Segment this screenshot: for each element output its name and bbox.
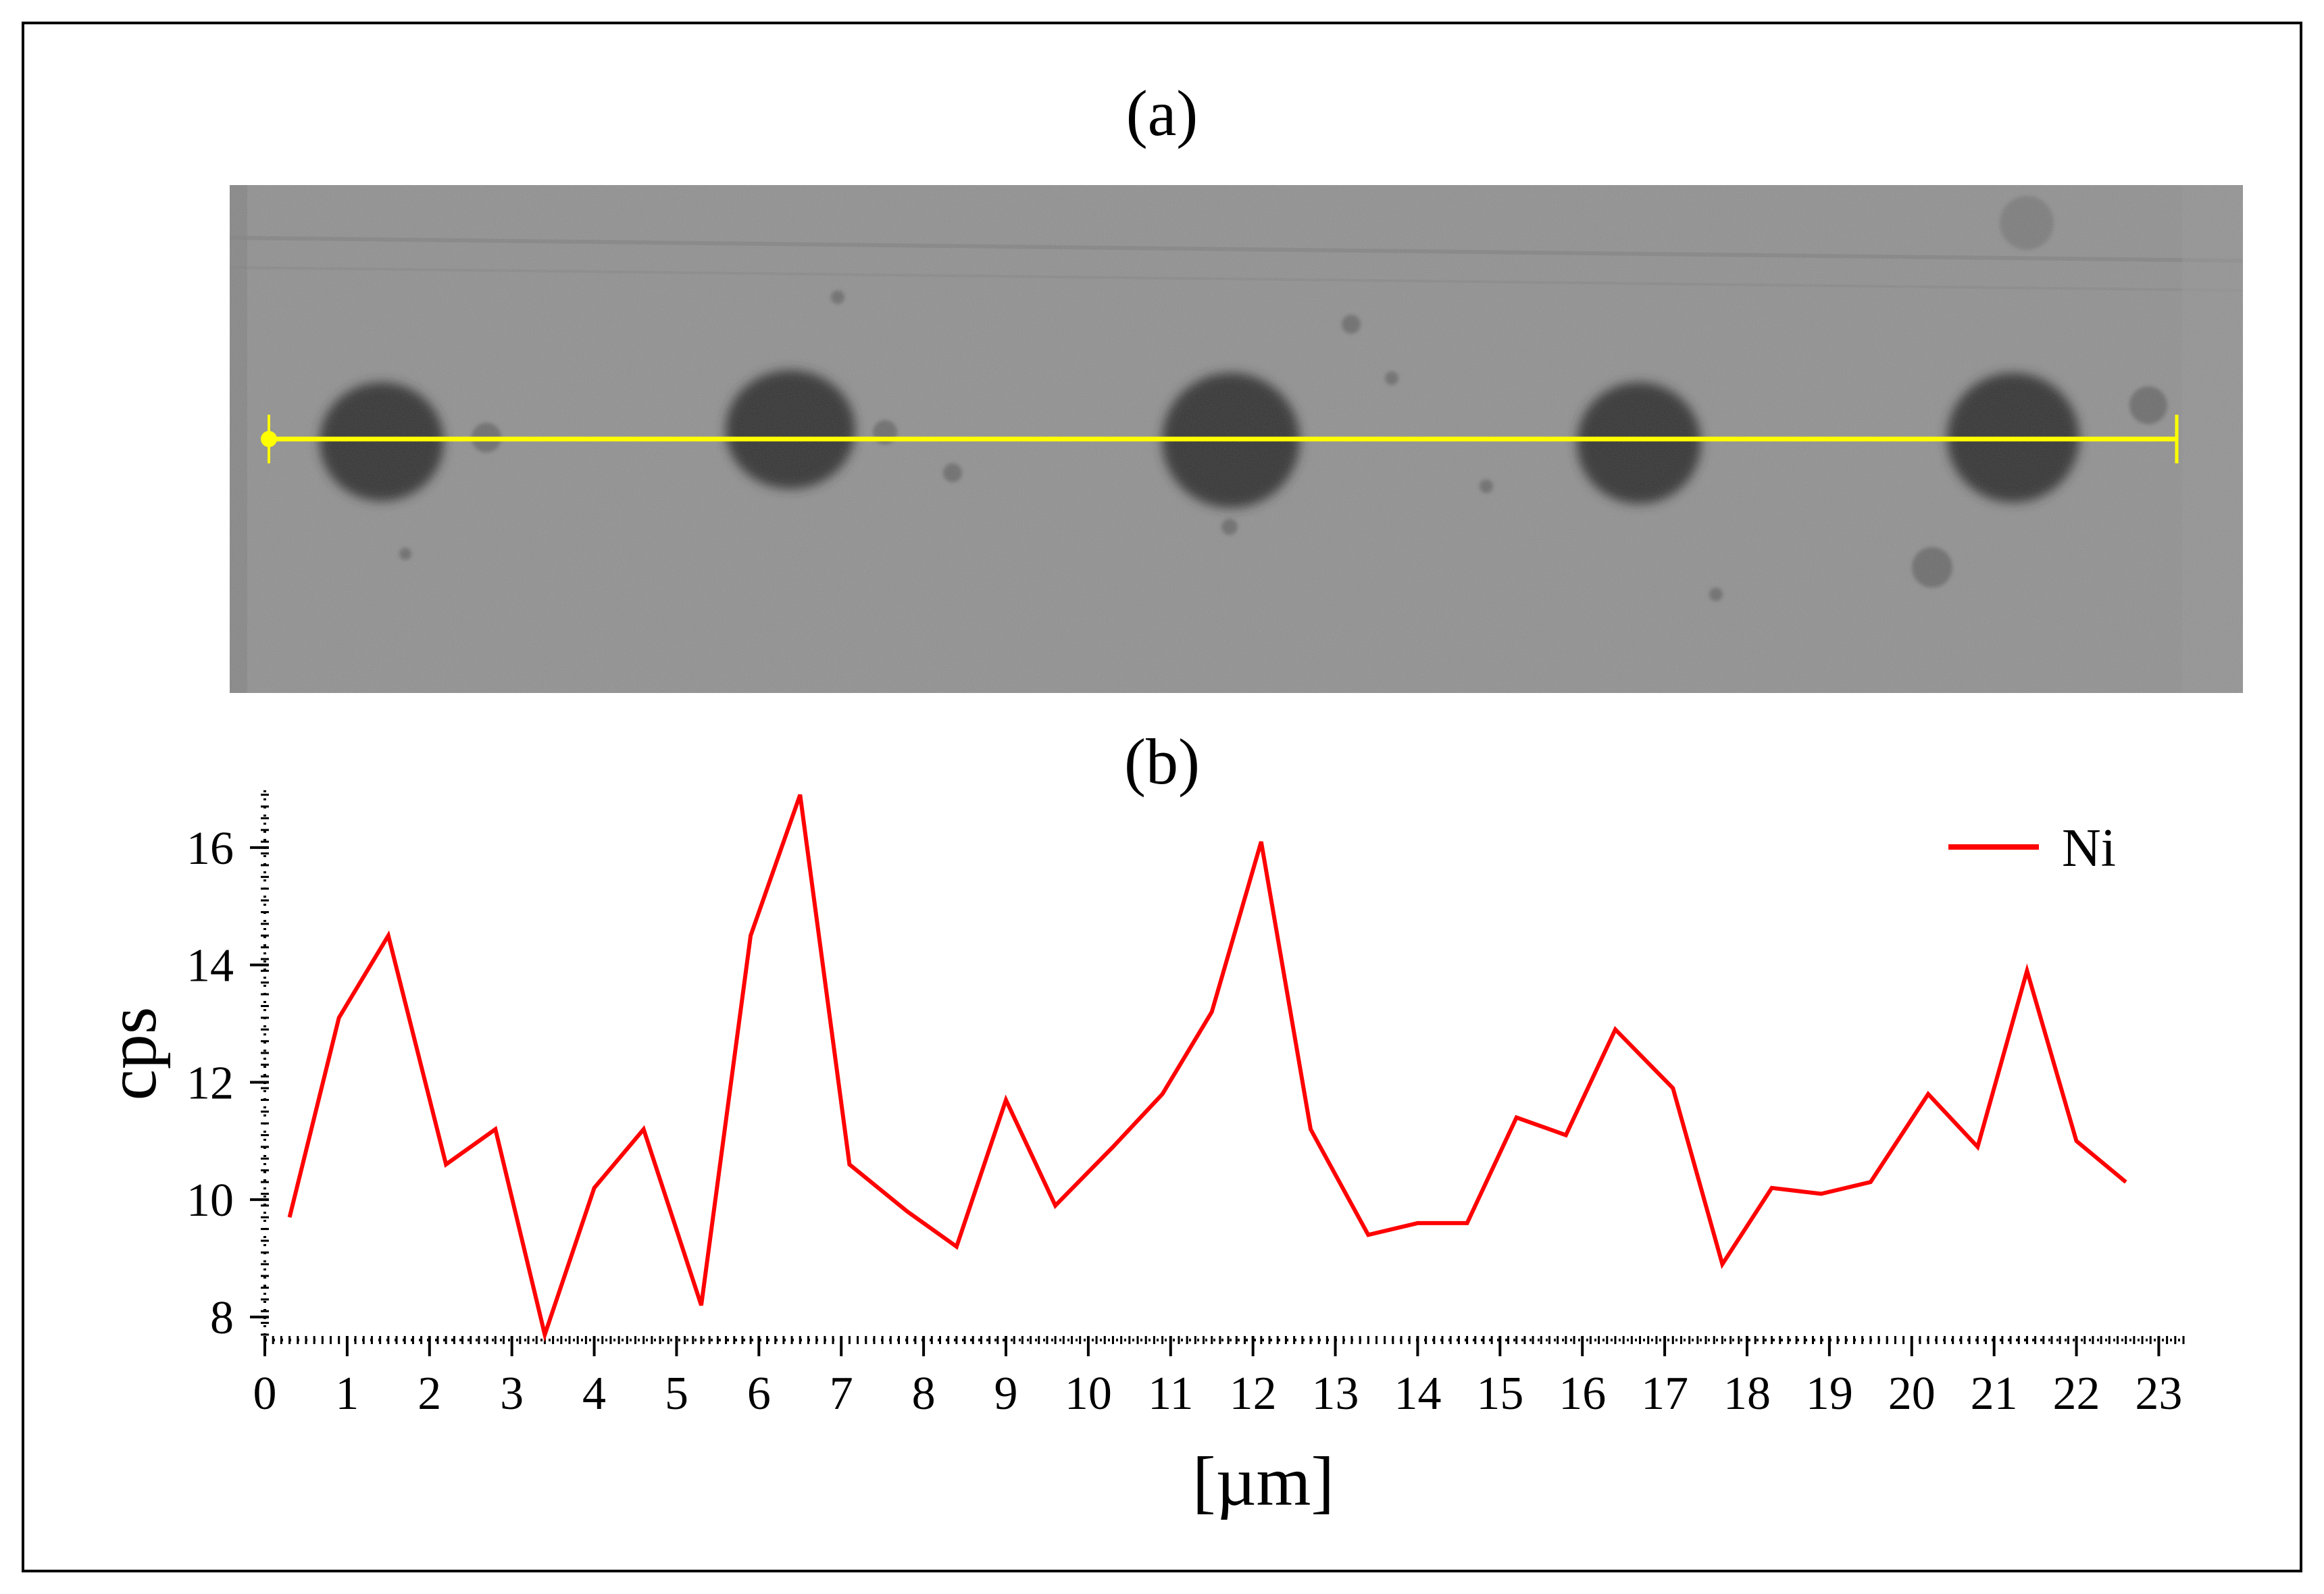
data-point <box>1516 1117 1517 1119</box>
y-axis-label: cps <box>93 1007 171 1101</box>
panel-a-label: (a) <box>1126 77 1198 149</box>
y-tick-label: 16 <box>186 823 234 875</box>
y-tick-label: 12 <box>186 1057 234 1109</box>
x-tick-label: 7 <box>830 1368 853 1420</box>
data-point <box>289 1216 290 1218</box>
data-point <box>338 1017 340 1019</box>
x-tick-label: 20 <box>1888 1368 1936 1420</box>
x-tick-label: 17 <box>1641 1368 1688 1420</box>
data-point <box>701 1305 702 1306</box>
data-point <box>799 794 801 796</box>
x-tick-label: 14 <box>1394 1368 1441 1420</box>
data-point <box>956 1246 957 1248</box>
data-point <box>594 1187 595 1189</box>
x-tick-label: 16 <box>1559 1368 1606 1420</box>
panel-b-label: (b) <box>1124 725 1200 798</box>
x-axis: 0 1 2 3 4 5 6 7 8 9 10 11 12 13 14 15 16 17 18 19 20 21 22 23 <box>253 1336 2186 1420</box>
x-tick-label: 8 <box>912 1368 936 1420</box>
x-tick-label: 9 <box>994 1368 1017 1420</box>
y-tick-label: 8 <box>210 1292 234 1344</box>
x-tick-label: 6 <box>747 1368 771 1420</box>
series-layer <box>287 794 2127 1342</box>
data-point <box>1055 1205 1056 1206</box>
x-tick-label: 19 <box>1806 1368 1853 1420</box>
data-point <box>1771 1187 1773 1189</box>
x-tick-label: 10 <box>1065 1368 1112 1420</box>
x-tick-label: 0 <box>253 1368 277 1420</box>
x-tick-label: 12 <box>1230 1368 1277 1420</box>
x-tick-label: 4 <box>582 1368 606 1420</box>
y-axis: 8 10 12 14 16 <box>186 790 269 1344</box>
x-tick-label: 22 <box>2053 1368 2100 1420</box>
x-tick-label: 13 <box>1312 1368 1359 1420</box>
x-tick-label: 11 <box>1148 1368 1193 1420</box>
x-tick-label: 21 <box>1971 1368 2018 1420</box>
data-point <box>849 1164 850 1165</box>
y-tick-label: 14 <box>186 940 234 992</box>
line-chart: 0 1 2 3 4 5 6 7 8 9 10 11 12 13 14 15 16 17 18 19 20 21 22 23 8… <box>93 790 2186 1520</box>
x-tick-label: 1 <box>335 1368 359 1420</box>
x-tick-label: 3 <box>500 1368 524 1420</box>
data-point <box>1870 1181 1871 1183</box>
x-tick-label: 15 <box>1476 1368 1523 1420</box>
x-tick-label: 23 <box>2135 1368 2182 1420</box>
x-axis-label: [µm] <box>1192 1443 1334 1520</box>
x-tick-label: 5 <box>665 1368 688 1420</box>
legend-label-ni: Ni <box>2062 819 2116 878</box>
profile-start-marker <box>261 431 277 447</box>
data-point <box>2125 1181 2127 1183</box>
legend: Ni <box>1948 819 2116 878</box>
data-point <box>1977 1146 1978 1148</box>
data-point <box>445 1164 447 1165</box>
profile-line <box>261 415 2179 463</box>
y-tick-label: 10 <box>186 1175 234 1227</box>
x-tick-label: 2 <box>418 1368 441 1420</box>
x-tick-label: 18 <box>1723 1368 1771 1420</box>
